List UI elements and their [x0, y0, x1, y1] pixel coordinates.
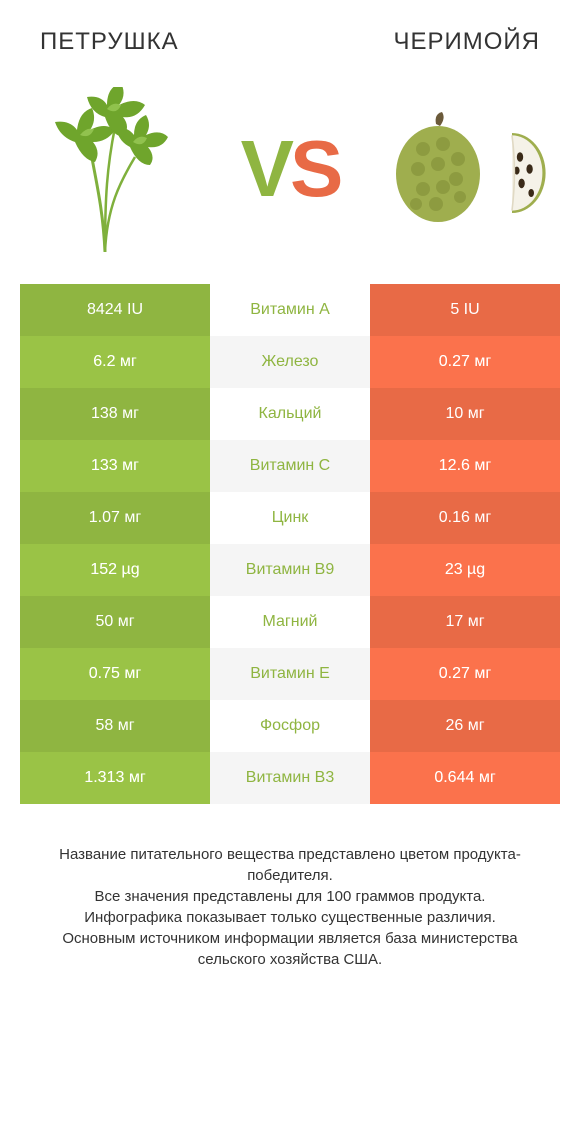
table-row: 1.313 мгВитамин B30.644 мг [20, 752, 560, 804]
right-value-cell: 23 µg [370, 544, 560, 596]
nutrient-label-cell: Витамин B3 [210, 752, 370, 804]
left-value-cell: 133 мг [20, 440, 210, 492]
right-value-cell: 5 IU [370, 284, 560, 336]
vs-label: VS [241, 123, 340, 215]
right-value-cell: 26 мг [370, 700, 560, 752]
left-value-cell: 0.75 мг [20, 648, 210, 700]
nutrient-label-cell: Магний [210, 596, 370, 648]
right-value-cell: 17 мг [370, 596, 560, 648]
nutrient-label-cell: Кальций [210, 388, 370, 440]
right-value-cell: 0.16 мг [370, 492, 560, 544]
left-value-cell: 138 мг [20, 388, 210, 440]
parsley-icon [20, 84, 200, 254]
footer-line: Основным источником информации является … [30, 928, 550, 970]
footer-line: Инфографика показывает только существенн… [30, 907, 550, 928]
table-row: 1.07 мгЦинк0.16 мг [20, 492, 560, 544]
table-row: 152 µgВитамин B923 µg [20, 544, 560, 596]
left-value-cell: 152 µg [20, 544, 210, 596]
footer-line: Название питательного вещества представл… [30, 844, 550, 886]
nutrient-label-cell: Витамин E [210, 648, 370, 700]
left-value-cell: 8424 IU [20, 284, 210, 336]
vs-v: V [241, 123, 290, 215]
hero-section: VS [0, 64, 580, 284]
vs-s: S [290, 123, 339, 215]
comparison-header: ПЕТРУШКА ЧЕРИМОЙЯ [0, 0, 580, 64]
left-value-cell: 1.07 мг [20, 492, 210, 544]
footer-notes: Название питательного вещества представл… [0, 804, 580, 970]
table-row: 58 мгФосфор26 мг [20, 700, 560, 752]
nutrient-table: 8424 IUВитамин A5 IU6.2 мгЖелезо0.27 мг1… [20, 284, 560, 804]
right-value-cell: 0.27 мг [370, 648, 560, 700]
left-value-cell: 1.313 мг [20, 752, 210, 804]
right-value-cell: 12.6 мг [370, 440, 560, 492]
nutrient-label-cell: Железо [210, 336, 370, 388]
nutrient-label-cell: Витамин B9 [210, 544, 370, 596]
left-value-cell: 50 мг [20, 596, 210, 648]
table-row: 0.75 мгВитамин E0.27 мг [20, 648, 560, 700]
footer-line: Все значения представлены для 100 граммо… [30, 886, 550, 907]
left-value-cell: 6.2 мг [20, 336, 210, 388]
nutrient-label-cell: Цинк [210, 492, 370, 544]
table-row: 133 мгВитамин C12.6 мг [20, 440, 560, 492]
cherimoya-icon [380, 84, 560, 254]
left-value-cell: 58 мг [20, 700, 210, 752]
table-row: 138 мгКальций10 мг [20, 388, 560, 440]
right-value-cell: 0.644 мг [370, 752, 560, 804]
right-value-cell: 0.27 мг [370, 336, 560, 388]
left-product-title: ПЕТРУШКА [40, 28, 179, 56]
table-row: 50 мгМагний17 мг [20, 596, 560, 648]
nutrient-label-cell: Витамин A [210, 284, 370, 336]
nutrient-label-cell: Витамин C [210, 440, 370, 492]
nutrient-label-cell: Фосфор [210, 700, 370, 752]
table-row: 8424 IUВитамин A5 IU [20, 284, 560, 336]
right-value-cell: 10 мг [370, 388, 560, 440]
table-row: 6.2 мгЖелезо0.27 мг [20, 336, 560, 388]
right-product-title: ЧЕРИМОЙЯ [393, 28, 540, 56]
